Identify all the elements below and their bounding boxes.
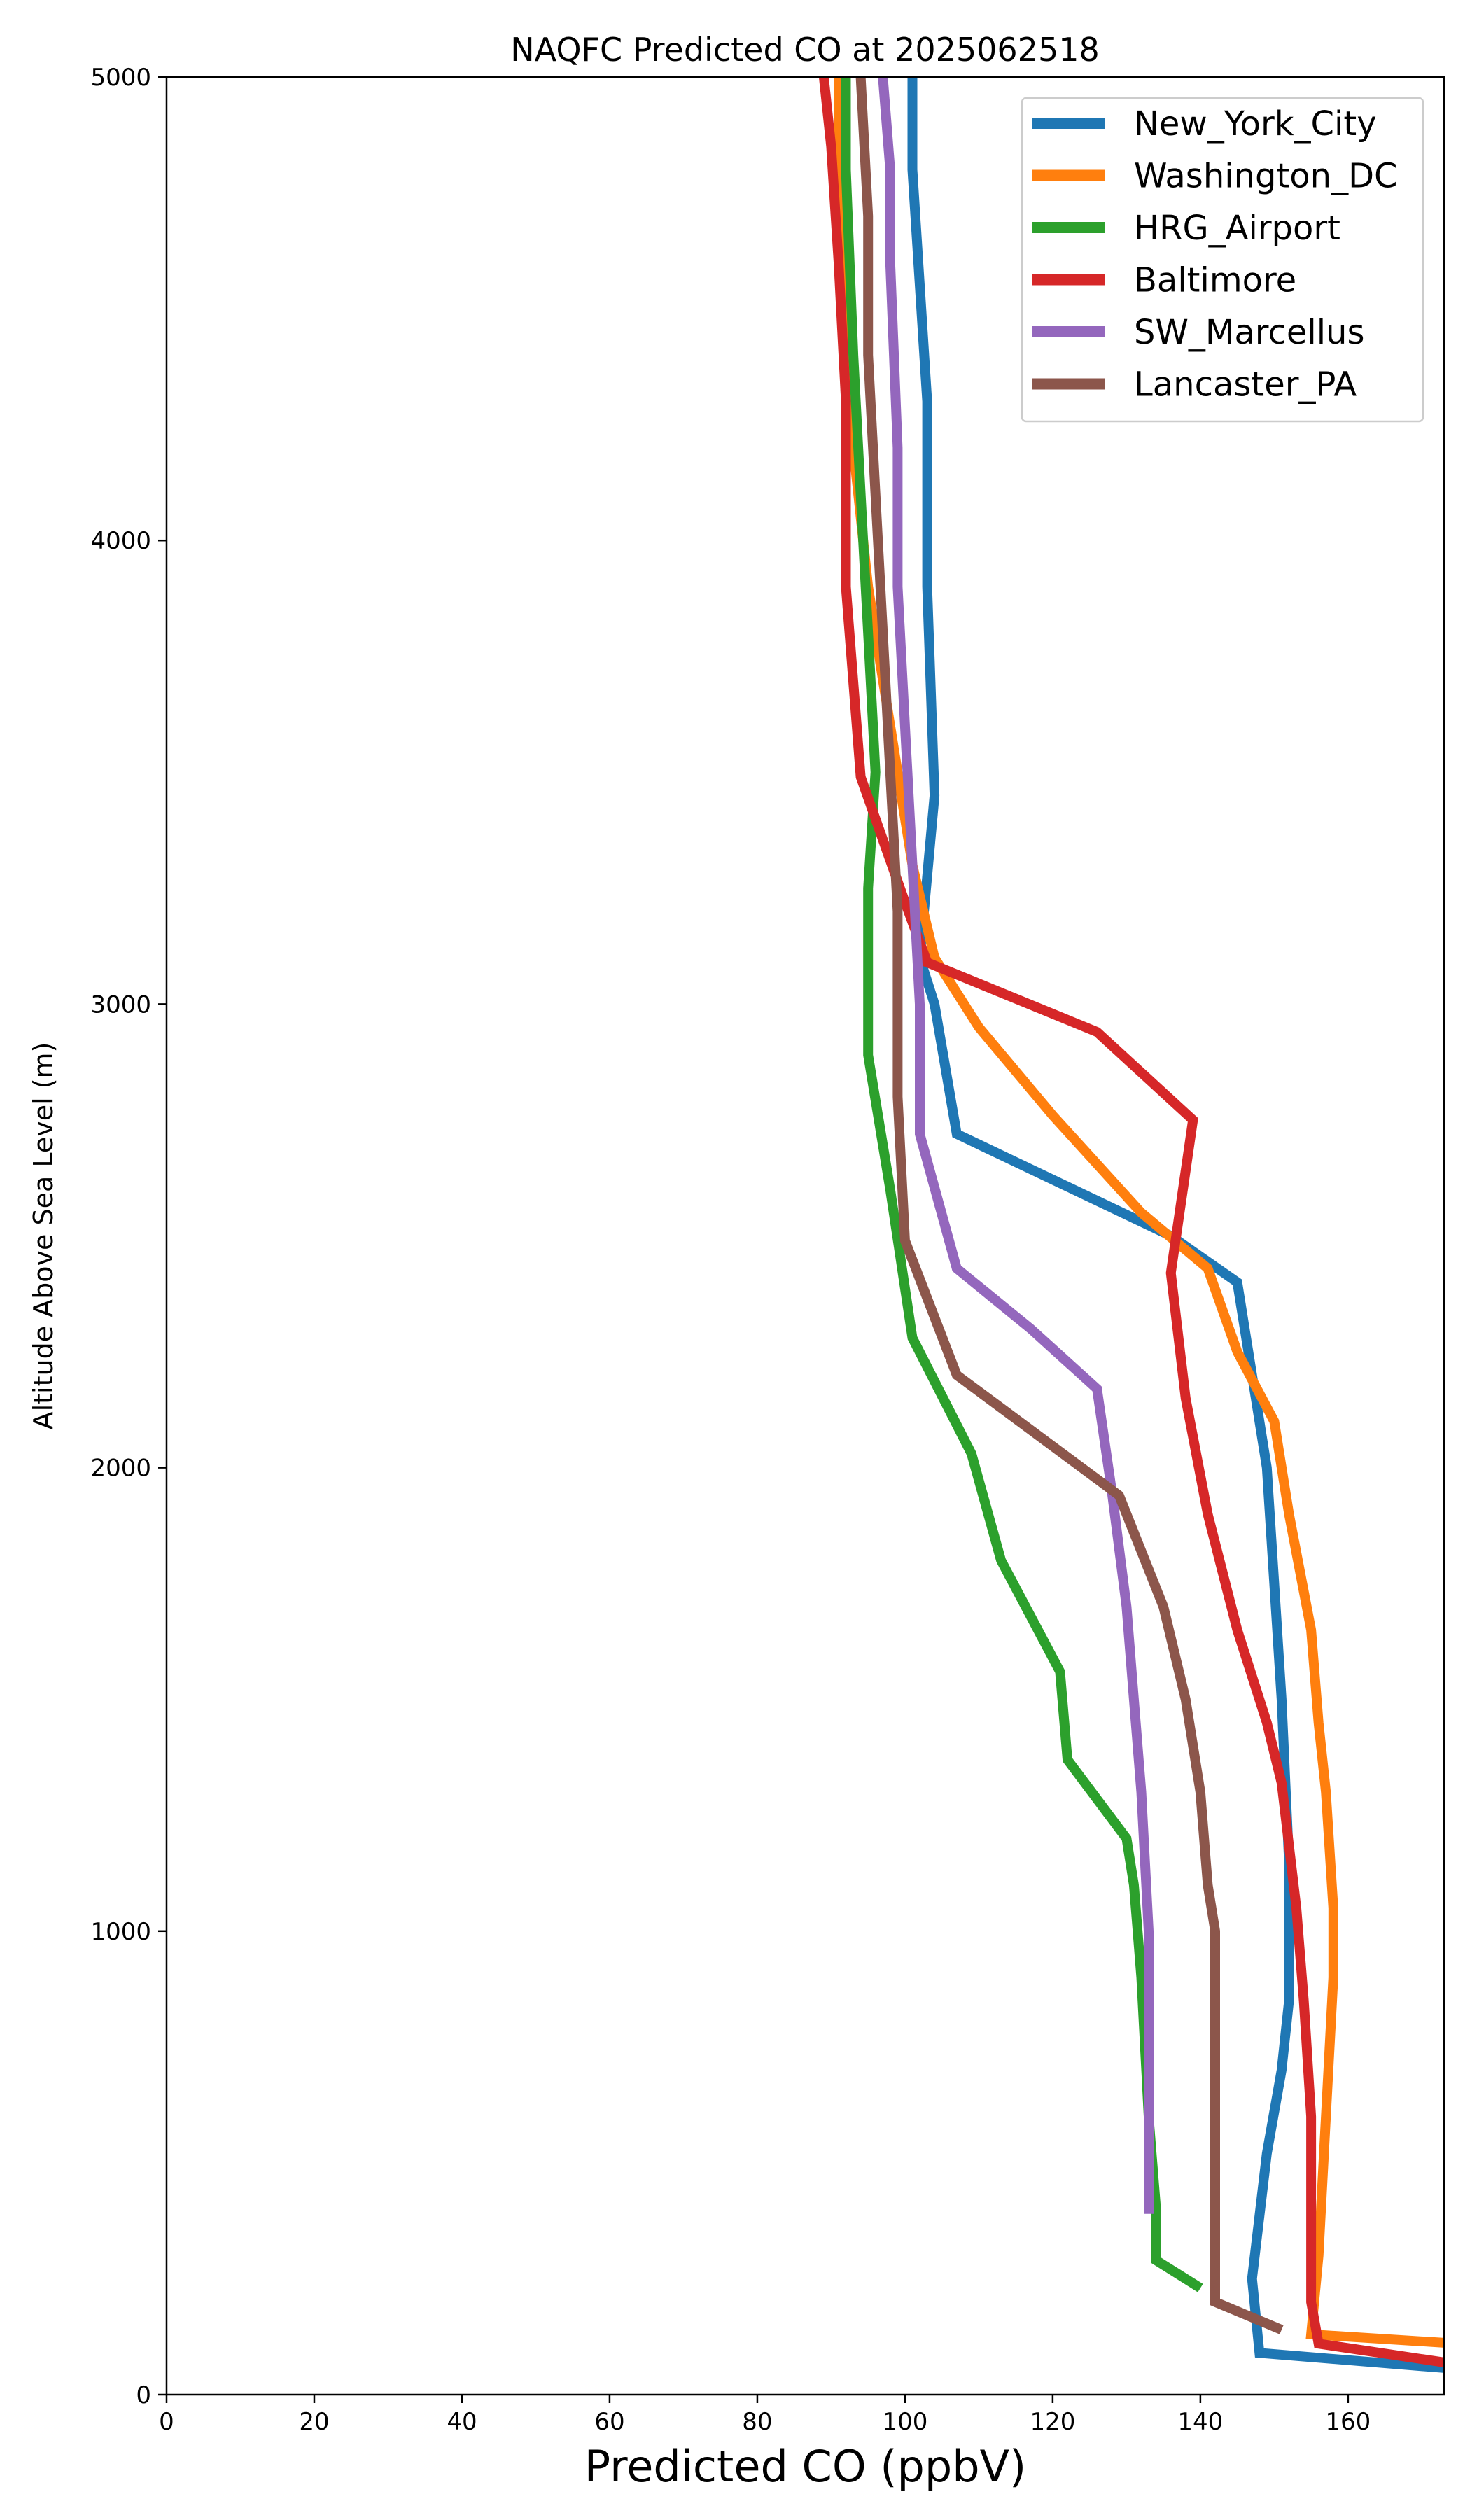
- y-tick-label: 5000: [90, 64, 151, 92]
- chart-title: NAQFC Predicted CO at 2025062518: [510, 31, 1100, 69]
- y-tick-label: 0: [136, 2381, 151, 2409]
- x-tick-label: 120: [1030, 2408, 1075, 2436]
- legend-box: [1021, 97, 1424, 423]
- legend-label: HRG_Airport: [1134, 209, 1340, 248]
- series-line-baltimore: [818, 77, 1444, 2367]
- y-tick-label: 2000: [90, 1455, 151, 1483]
- x-tick-label: 60: [594, 2408, 624, 2436]
- legend-label: New_York_City: [1134, 104, 1377, 144]
- x-axis: 0 20 40 60 80 100 120 140 160: [159, 2395, 1371, 2436]
- series-line-lancaster-pa: [855, 77, 1284, 2334]
- y-tick-label: 1000: [90, 1918, 151, 1946]
- x-tick-label: 140: [1177, 2408, 1223, 2436]
- y-axis-label: Altitude Above Sea Level (m): [28, 1042, 59, 1430]
- x-axis-label: Predicted CO (ppbV): [584, 2441, 1026, 2492]
- legend: New_York_City Washington_DC HRG_Airport Bal…: [1021, 97, 1424, 423]
- axes-frame: [165, 76, 1446, 2396]
- y-axis: 0 1000 2000 3000 4000 5000: [90, 64, 167, 2409]
- x-tick-label: 40: [447, 2408, 477, 2436]
- legend-label: SW_Marcellus: [1134, 313, 1364, 352]
- y-tick-label: 3000: [90, 990, 151, 1018]
- y-tick-label: 4000: [90, 527, 151, 555]
- legend-label: Washington_DC: [1134, 157, 1398, 196]
- x-tick-label: 0: [159, 2408, 174, 2436]
- x-tick-label: 20: [299, 2408, 329, 2436]
- x-tick-label: 100: [882, 2408, 927, 2436]
- plot-area: [818, 77, 1444, 2373]
- legend-label: Lancaster_PA: [1134, 365, 1357, 405]
- x-tick-label: 160: [1325, 2408, 1371, 2436]
- series-line-sw-marcellus: [878, 77, 1154, 2214]
- x-tick-label: 80: [742, 2408, 772, 2436]
- legend-label: Baltimore: [1134, 261, 1296, 300]
